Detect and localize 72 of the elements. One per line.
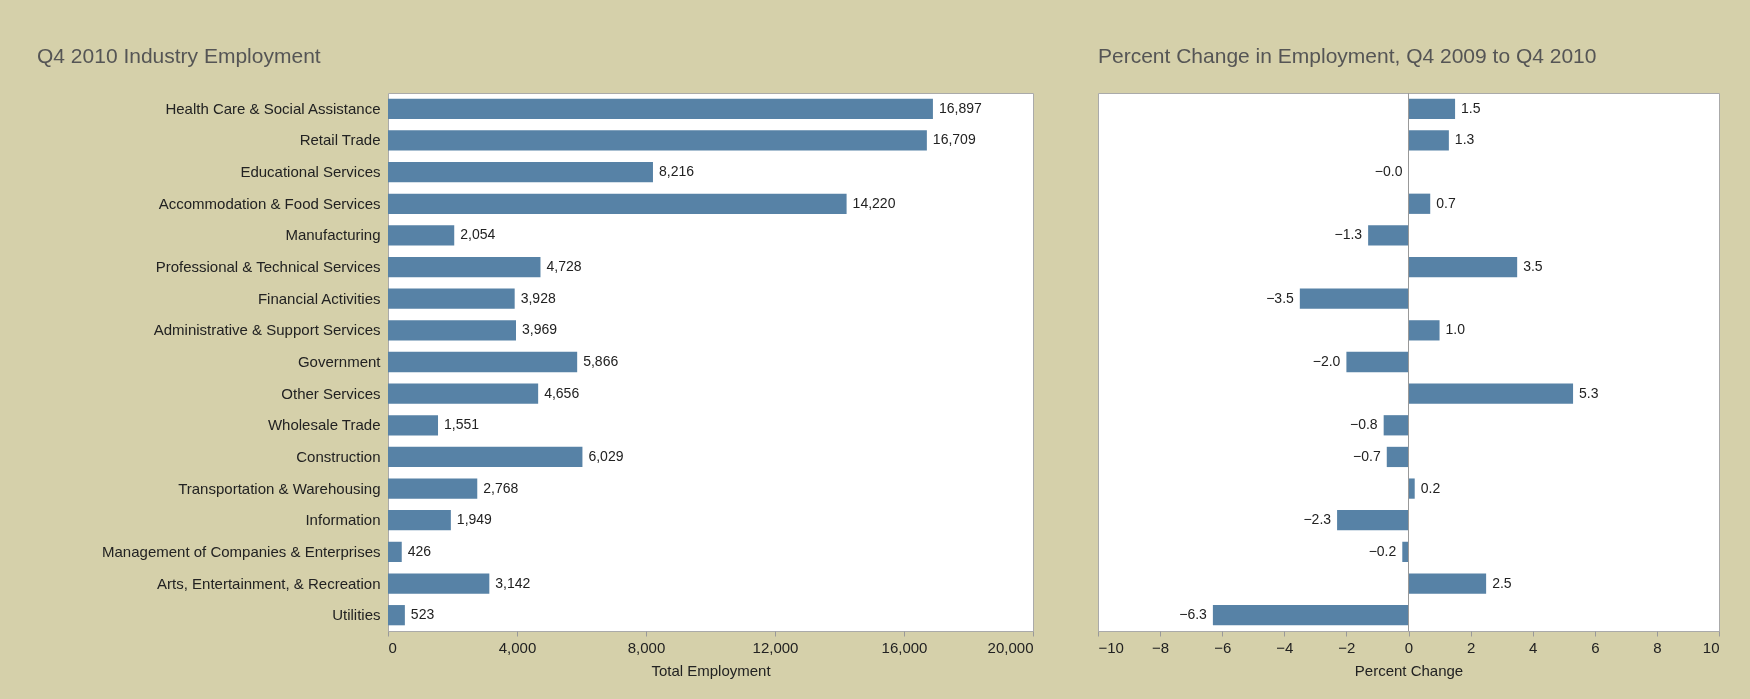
y-tick-label: Accommodation & Food Services — [158, 194, 381, 212]
data-label: −1.3 — [1334, 226, 1363, 243]
data-label: 16,709 — [932, 131, 976, 148]
x-tick-label: 6 — [1591, 638, 1600, 656]
text: Q4 2010 Industry Employment — [37, 44, 321, 67]
y-tick-label: Utilities — [332, 606, 381, 624]
x-tick-label: 10 — [1702, 638, 1720, 656]
data-label: 5.3 — [1579, 384, 1599, 401]
x-tick-label: 20,000 — [987, 638, 1034, 656]
y-tick-label: Financial Activities — [257, 289, 381, 307]
data-label: 2.5 — [1492, 574, 1512, 591]
data-label: 523 — [410, 606, 435, 623]
chart-title: Percent Change in Employment, Q4 2009 to Q4 2010 — [1098, 43, 1597, 67]
y-tick-label: Health Care & Social Assistance — [165, 99, 381, 117]
y-tick-label: Wholesale Trade — [267, 416, 381, 434]
x-axis-title: Percent Change — [1354, 661, 1464, 679]
y-tick-label: Construction — [296, 447, 381, 465]
x-tick-label: 0 — [388, 638, 397, 656]
data-label: 1.5 — [1461, 99, 1481, 116]
x-tick-label: −6 — [1214, 638, 1232, 656]
data-label: −0.2 — [1368, 542, 1397, 559]
y-tick-label: Manufacturing — [285, 226, 381, 244]
data-label: −2.0 — [1312, 353, 1341, 369]
data-label: 426 — [407, 542, 432, 559]
y-tick-label: Arts, Entertainment, & Recreation — [157, 574, 381, 592]
data-label: 16,897 — [938, 99, 982, 116]
x-tick-label: 16,000 — [881, 638, 928, 656]
data-label: 6,029 — [588, 447, 624, 464]
data-label: 3,142 — [495, 574, 531, 591]
data-label: −3.5 — [1266, 289, 1295, 306]
data-label: 3,928 — [520, 289, 556, 306]
x-axis-title: Total Employment — [651, 661, 772, 679]
x-tick-label: 4 — [1529, 638, 1538, 656]
data-label: −6.3 — [1179, 606, 1208, 623]
x-tick-label: 12,000 — [752, 638, 799, 656]
y-tick-label: Educational Services — [240, 163, 381, 181]
y-tick-label: Administrative & Support Services — [153, 321, 381, 339]
y-tick-label: Other Services — [281, 384, 381, 402]
data-label: 0.7 — [1436, 194, 1456, 211]
data-label: 3,969 — [522, 321, 558, 338]
x-tick-label: 2 — [1466, 638, 1476, 656]
data-label: 3.5 — [1523, 258, 1543, 275]
data-label: −0.8 — [1350, 416, 1378, 433]
y-tick-label: Transportation & Warehousing — [178, 479, 381, 497]
x-tick-label: −8 — [1152, 638, 1170, 656]
data-label: 1,949 — [456, 511, 493, 528]
data-label: −2.3 — [1303, 511, 1332, 528]
data-label: 4,728 — [546, 258, 582, 275]
data-label: 4,656 — [544, 384, 580, 401]
x-tick-label: −10 — [1098, 638, 1124, 656]
data-label: 5,866 — [583, 353, 619, 369]
data-label: 2,054 — [460, 226, 496, 243]
data-label: −0.7 — [1353, 447, 1381, 464]
x-tick-label: 0 — [1404, 638, 1414, 656]
x-tick-label: 8 — [1653, 638, 1662, 656]
x-tick-label: 4,000 — [498, 638, 537, 656]
data-label: 14,220 — [852, 194, 896, 211]
y-tick-label: Government — [297, 353, 382, 370]
x-tick-label: 8,000 — [627, 638, 666, 656]
data-label: 1.3 — [1454, 131, 1475, 148]
y-tick-label: Information — [305, 511, 381, 529]
data-label: 1,551 — [444, 416, 480, 433]
data-label: −0.0 — [1374, 163, 1403, 180]
data-label: 1.0 — [1445, 321, 1466, 338]
data-label: 8,216 — [658, 163, 695, 180]
x-tick-label: −4 — [1276, 638, 1294, 656]
data-label: 2,768 — [483, 479, 519, 496]
y-tick-label: Professional & Technical Services — [155, 258, 381, 276]
y-tick-label: Retail Trade — [299, 131, 381, 149]
x-tick-label: −2 — [1338, 638, 1356, 656]
y-tick-label: Management of Companies & Enterprises — [102, 542, 381, 560]
data-label: 0.2 — [1420, 479, 1441, 496]
